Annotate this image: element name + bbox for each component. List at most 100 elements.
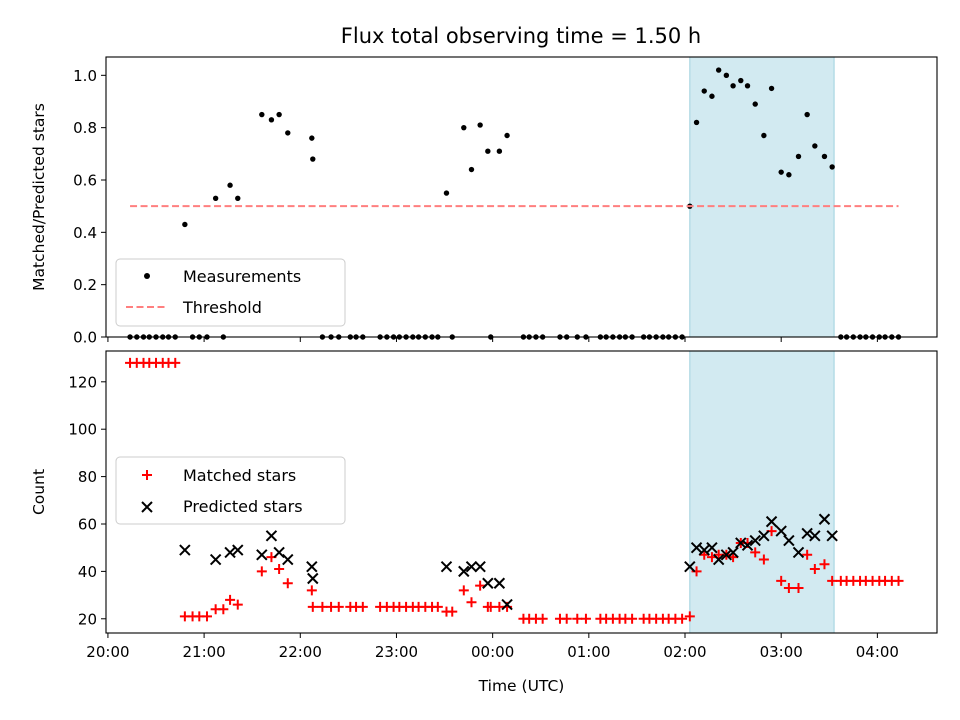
count-x-ticks: 20:00 21:00 22:00 23:00 00:00 01:00 02:00 03:00…: [86, 633, 899, 661]
predicted-stars-point: [482, 577, 494, 589]
measurement-point: [310, 156, 316, 162]
matched-stars-point: [684, 611, 695, 622]
count-y-ticks: 20 40 60 80 100 120: [68, 373, 106, 628]
predicted-stars-point: [809, 530, 821, 542]
legend-matched-label: Matched stars: [183, 466, 296, 485]
x-axis-label: Time (UTC): [478, 677, 565, 695]
matched-stars-point: [475, 580, 486, 591]
measurement-point: [496, 148, 503, 154]
matched-stars-point: [201, 611, 212, 622]
matched-stars-point: [274, 564, 285, 575]
y-tick-label: 0.8: [73, 119, 97, 137]
predicted-stars-point: [765, 515, 778, 528]
predicted-stars-point: [758, 530, 770, 542]
measurement-point: [468, 166, 475, 173]
ratio-x-ticks: [107, 337, 878, 342]
measurement-point: [461, 124, 467, 131]
legend-measurements-label: Measurements: [183, 267, 301, 286]
predicted-stars-point: [465, 560, 478, 573]
legend-matched-marker: [142, 470, 152, 480]
matched-stars-point: [572, 613, 583, 624]
x-tick-label: 22:00: [279, 643, 322, 661]
predicted-stars-point: [690, 541, 703, 554]
legend-threshold-label: Threshold: [182, 298, 262, 317]
predicted-stars-point: [684, 560, 696, 573]
matched-stars-point: [447, 606, 458, 617]
count-y-label: Count: [30, 469, 48, 515]
count-legend-frame: [115, 456, 346, 525]
measurement-point: [259, 111, 265, 118]
predicted-stars-point: [282, 553, 294, 566]
measurement-point: [443, 190, 450, 196]
legend-predicted-marker: [141, 501, 153, 513]
predicted-stars-point: [706, 541, 718, 554]
measurement-point: [812, 143, 818, 149]
ratio-y-ticks: 0.0 0.2 0.4 0.6 0.8 1.0: [73, 67, 106, 347]
matched-stars-point: [282, 578, 293, 589]
measurement-point: [235, 195, 241, 202]
y-tick-label: 20: [78, 610, 97, 628]
predicted-stars-point: [801, 527, 813, 540]
measurement-point: [738, 77, 744, 84]
measurement-point: [723, 72, 730, 79]
x-tick-label: 20:00: [86, 643, 129, 661]
matched-stars-point: [827, 575, 838, 586]
legend-measurements-marker: [144, 273, 150, 279]
legend-plus-glyph: [142, 470, 152, 480]
measurement-point: [182, 221, 188, 228]
measurement-point: [730, 83, 736, 89]
predicted-stars-point: [826, 530, 838, 542]
matched-stars-point: [317, 601, 328, 612]
ratio-legend: Measurements Threshold: [115, 258, 346, 327]
predicted-stars-point: [256, 549, 268, 561]
matched-stars-point: [537, 613, 548, 624]
measurement-point: [778, 169, 784, 175]
predicted-stars-point: [209, 553, 222, 566]
measurement-point: [285, 130, 291, 136]
matched-stars-point: [783, 582, 794, 593]
x-tick-label: 01:00: [567, 643, 610, 661]
ratio-legend-frame: [115, 258, 346, 327]
matched-stars-point: [170, 357, 181, 368]
y-tick-label: 80: [78, 468, 97, 486]
predicted-stars-point: [493, 577, 506, 589]
predicted-stars-point: [474, 560, 486, 573]
matched-stars-point: [627, 613, 638, 624]
matched-stars-point: [466, 597, 477, 608]
measurement-point: [752, 101, 758, 107]
matched-stars-point: [256, 566, 267, 577]
predicted-stars-point: [792, 546, 805, 559]
matched-stars-point: [561, 613, 572, 624]
observing-span-top: [689, 56, 835, 338]
predicted-stars-point: [265, 530, 278, 542]
predicted-stars-point: [712, 553, 725, 566]
x-tick-label: 23:00: [375, 643, 418, 661]
y-tick-label: 0.6: [73, 171, 97, 189]
y-tick-label: 0.4: [73, 224, 97, 242]
matched-stars-point: [819, 559, 830, 570]
ratio-y-label: Matched/Predicted stars: [30, 103, 48, 291]
measurement-point: [829, 164, 835, 170]
predicted-stars-point: [440, 560, 453, 573]
measurement-point: [821, 153, 828, 160]
matched-stars-point: [758, 554, 769, 565]
predicted-stars-point: [818, 513, 831, 525]
measurement-point: [504, 132, 510, 139]
predicted-stars-point: [727, 546, 739, 559]
measurement-point: [761, 132, 767, 139]
predicted-stars-point: [273, 546, 285, 559]
matched-stars-point: [776, 575, 787, 586]
predicted-stars-point: [179, 544, 191, 556]
matched-stars-point: [357, 601, 368, 612]
matched-stars-point: [232, 599, 243, 610]
measurement-point: [477, 122, 483, 128]
matched-stars-point: [580, 613, 591, 624]
measurement-point: [701, 88, 707, 94]
measurement-point: [268, 117, 275, 123]
measurement-point: [804, 111, 810, 118]
x-tick-label: 21:00: [182, 643, 225, 661]
predicted-stars-point: [458, 565, 470, 578]
measurement-point: [744, 83, 751, 89]
y-tick-label: 100: [68, 421, 97, 439]
matched-stars-point: [893, 575, 904, 586]
